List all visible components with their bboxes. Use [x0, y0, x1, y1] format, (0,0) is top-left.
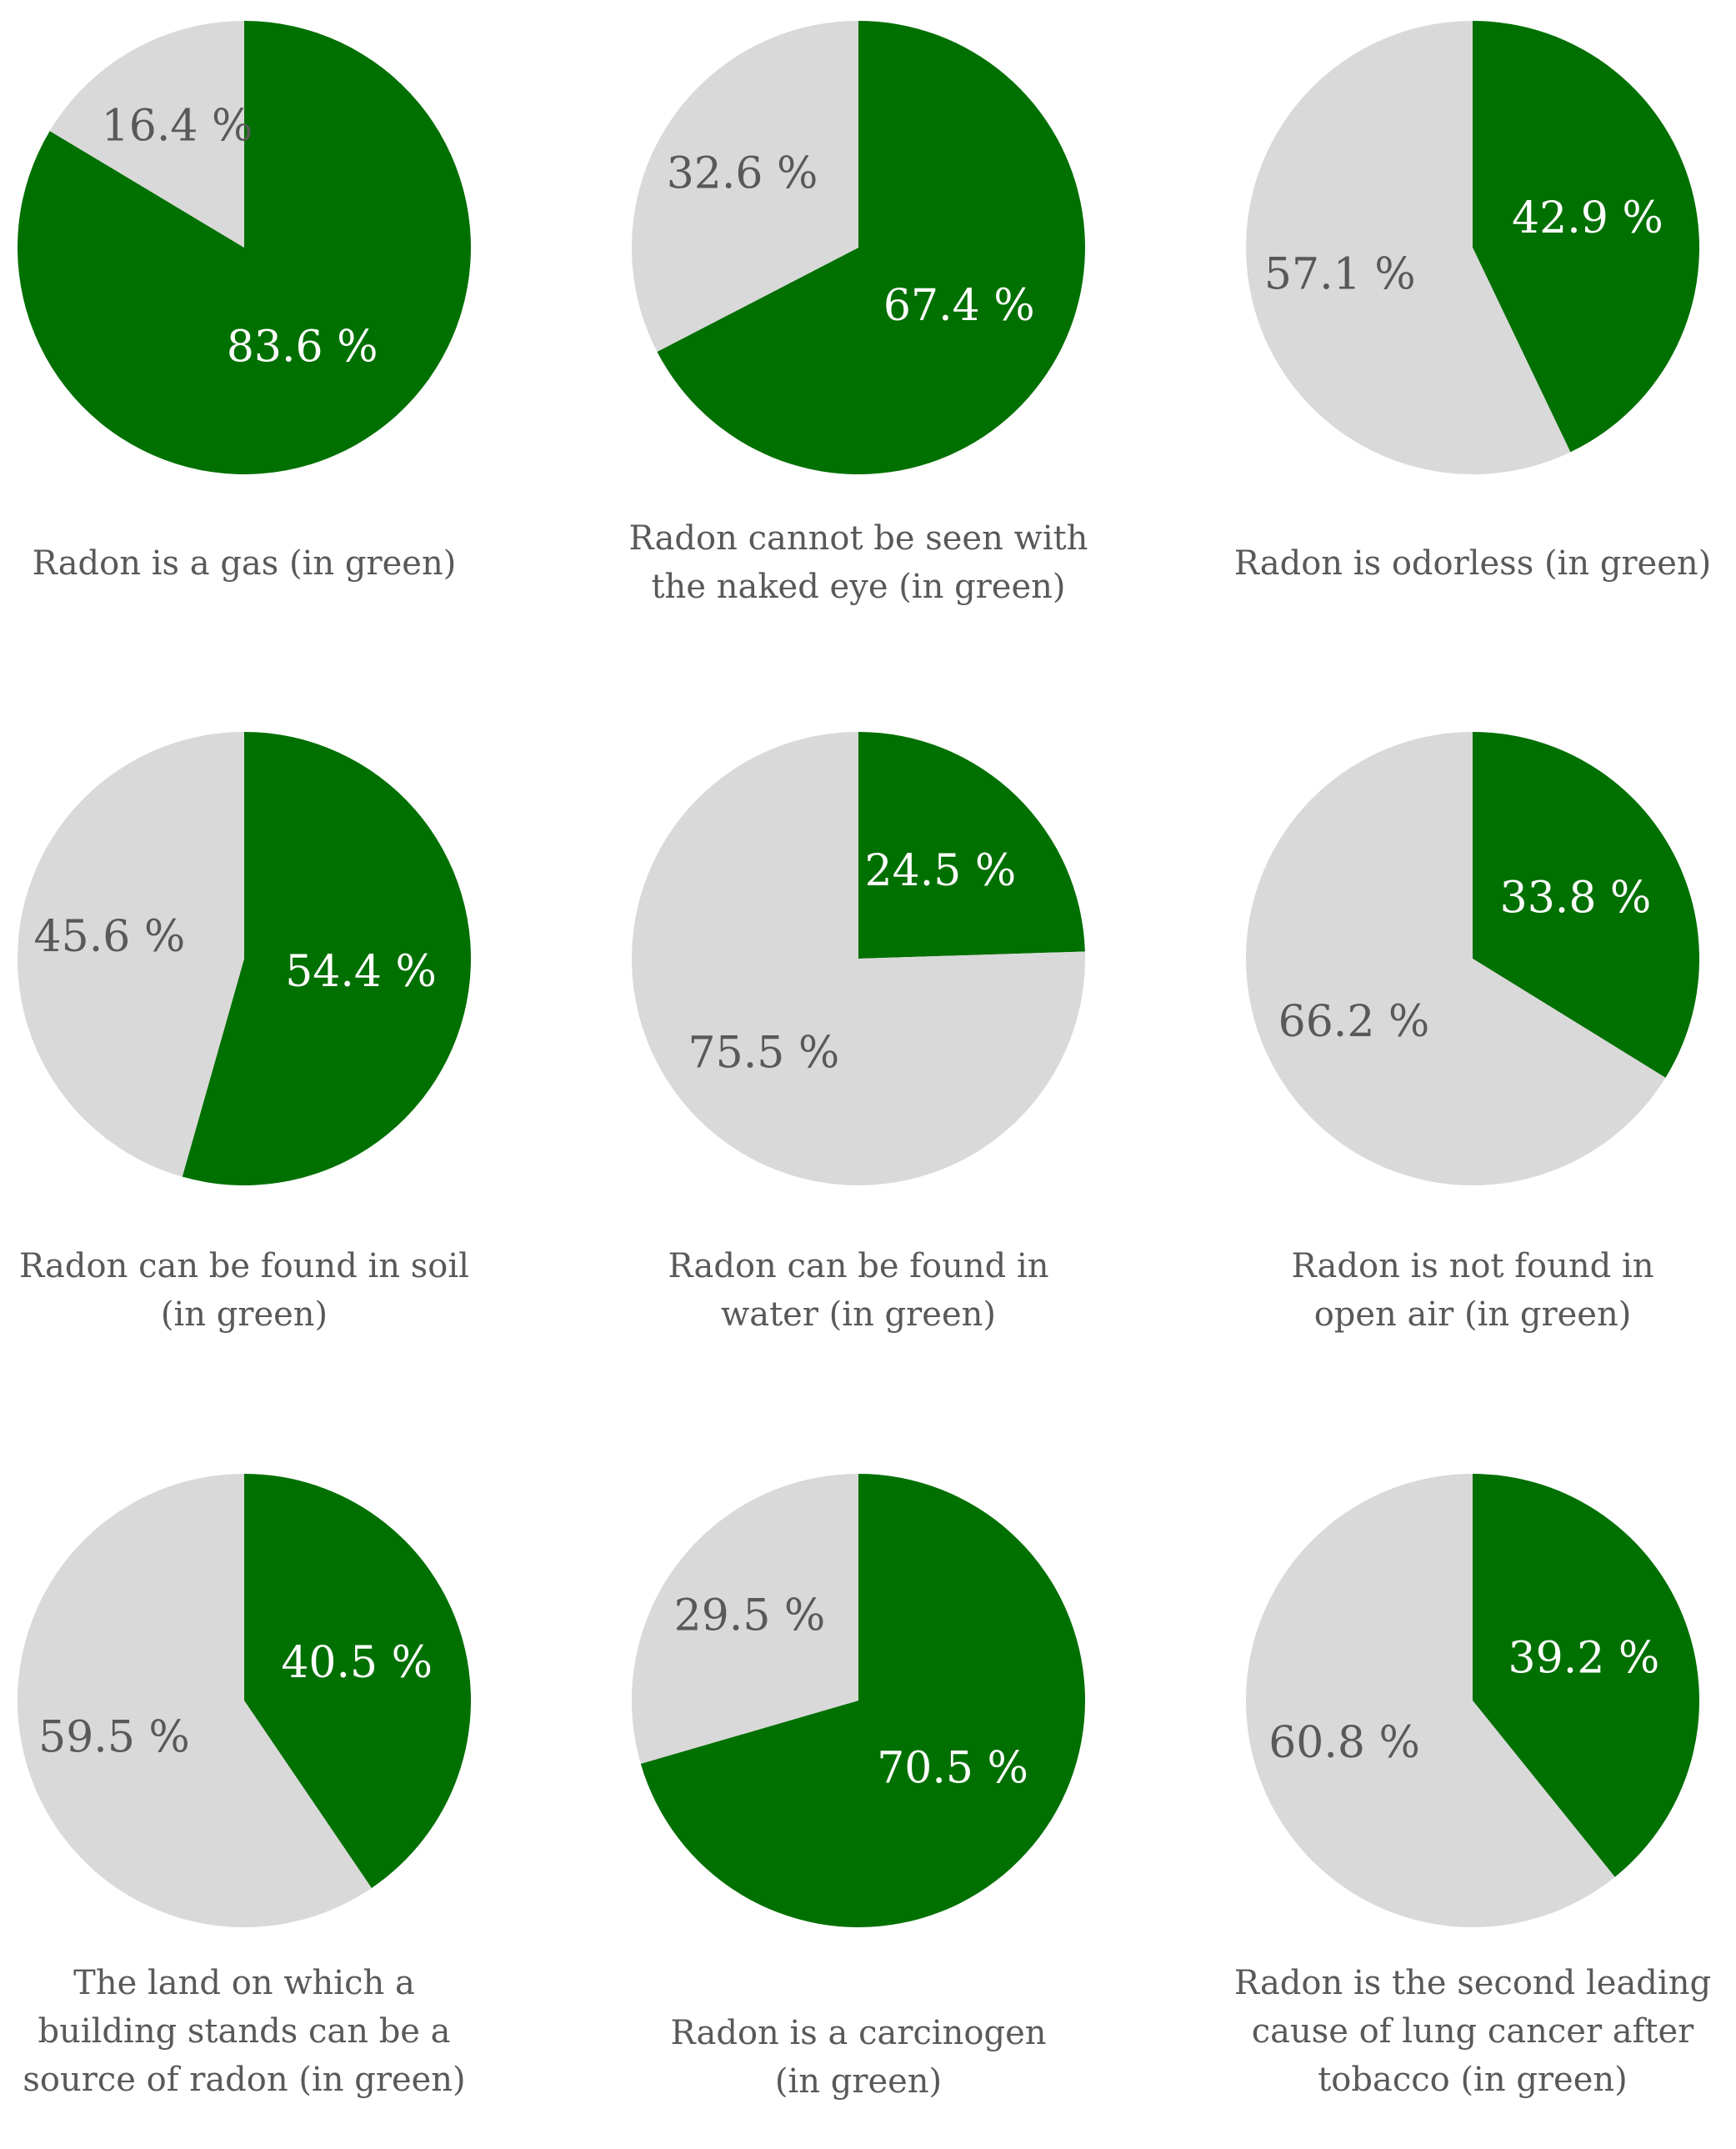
pie-1-slice-gray: [49, 20, 244, 248]
pie-6-slice-gray: [1246, 731, 1666, 1186]
pie-6-caption: Radon is not found in open air (in green): [1214, 1242, 1731, 1339]
pie-3-slice-gray: [1246, 21, 1571, 474]
caption-line: Radon is a gas (in green): [32, 544, 457, 583]
pie-2-slice-gray: [632, 21, 858, 353]
pie-9-slice-green: [1473, 1474, 1699, 1877]
pie-8-label-green: 70.5 %: [877, 1743, 1028, 1793]
pie-6-label-gray: 66.2 %: [1278, 997, 1430, 1047]
pie-7-slice-gray: [18, 1474, 372, 1927]
pie-4-label-green: 54.4 %: [285, 947, 437, 997]
pie-8-label-gray: 29.5 %: [674, 1591, 826, 1641]
pie-1-caption: Radon is a gas (in green): [0, 539, 503, 588]
pie-5-slice-green: [858, 732, 1085, 959]
caption-line: open air (in green): [1313, 1295, 1632, 1334]
caption-line: building stands can be a: [38, 2012, 451, 2051]
pie-3-caption: Radon is odorless (in green): [1214, 539, 1731, 588]
caption-line: Radon is not found in: [1291, 1247, 1654, 1285]
pie-2-caption: Radon cannot be seen with the naked eye (…: [600, 514, 1117, 611]
pie-5-slice-gray: [632, 732, 1086, 1185]
pie-7-slice-green: [244, 1474, 472, 1888]
pie-7-label-green: 40.5 %: [281, 1638, 433, 1688]
caption-line: Radon can be found in soil: [19, 1247, 469, 1285]
caption-line: The land on which a: [73, 1964, 415, 2002]
pie-7-label-gray: 59.5 %: [38, 1713, 190, 1763]
pie-3-label-gray: 57.1 %: [1264, 250, 1416, 300]
pie-9-label-gray: 60.8 %: [1268, 1718, 1420, 1768]
caption-line: cause of lung cancer after: [1251, 2012, 1694, 2051]
pie-5-label-gray: 75.5 %: [688, 1029, 840, 1079]
caption-line: tobacco (in green): [1318, 2061, 1628, 2099]
pie-9-label-green: 39.2 %: [1508, 1633, 1660, 1683]
pie-1-label-green: 83.6 %: [227, 323, 378, 373]
pie-8-slice-green: [640, 1474, 1085, 1927]
caption-line: (in green): [774, 2062, 943, 2101]
pie-8-caption: Radon is a carcinogen (in green): [600, 2009, 1117, 2106]
caption-line: (in green): [160, 1295, 328, 1334]
pie-6-slice-green: [1473, 732, 1700, 1078]
caption-line: water (in green): [721, 1295, 996, 1334]
pie-5-caption: Radon can be found in water (in green): [600, 1242, 1117, 1339]
pie-8-slice-gray: [631, 1474, 858, 1764]
caption-line: the naked eye (in green): [651, 568, 1066, 606]
pie-4-slice-gray: [18, 732, 245, 1177]
pie-2-slice-green: [657, 21, 1086, 474]
pie-4-slice-green: [182, 731, 472, 1186]
caption-line: Radon is a carcinogen: [670, 2014, 1047, 2052]
pie-2-label-green: 67.4 %: [883, 281, 1035, 331]
caption-line: Radon can be found in: [668, 1247, 1049, 1285]
pie-2-label-gray: 32.6 %: [667, 149, 818, 199]
pie-9-slice-gray: [1245, 1474, 1615, 1927]
pie-3-label-green: 42.9 %: [1512, 193, 1663, 243]
pie-9-caption: Radon is the second leading cause of lung…: [1214, 1959, 1731, 2104]
pie-3-slice-green: [1473, 21, 1700, 453]
pie-5-label-green: 24.5 %: [865, 846, 1017, 896]
pie-6-label-green: 33.8 %: [1500, 874, 1652, 924]
pie-4-caption: Radon can be found in soil (in green): [0, 1242, 503, 1339]
caption-line: Radon is odorless (in green): [1233, 544, 1712, 583]
pie-1-label-gray: 16.4 %: [102, 102, 253, 152]
pie-7-caption: The land on which a building stands can b…: [0, 1959, 503, 2104]
caption-line: Radon cannot be seen with: [628, 519, 1088, 558]
pie-1-slice-green: [17, 21, 471, 474]
caption-line: Radon is the second leading: [1233, 1964, 1712, 2002]
pie-4-label-gray: 45.6 %: [34, 912, 186, 962]
caption-line: source of radon (in green): [23, 2061, 466, 2099]
